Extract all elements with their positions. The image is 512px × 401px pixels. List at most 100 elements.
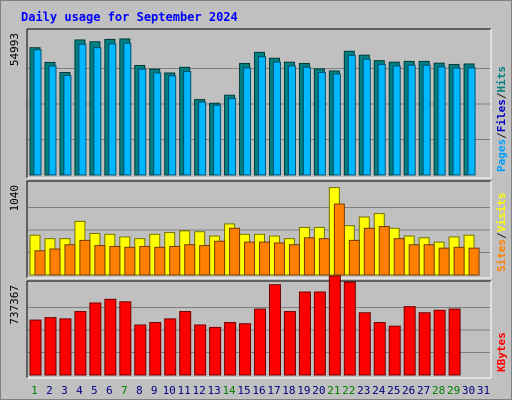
bar-pages-day-8 [138,68,147,176]
bar-sites-day-15 [244,241,256,276]
bar-pages-day-13 [213,104,222,176]
x-tick-label-day-9: 9 [151,384,158,397]
bar-pages-day-23 [362,58,371,176]
bar-sites-day-4 [79,239,91,276]
bar-sites-day-27 [423,244,435,276]
bar-sites-day-11 [184,244,196,276]
legend-entry: Pages [495,139,508,172]
bar-pages-day-3 [63,75,72,176]
bar-sites-day-6 [109,245,121,276]
x-tick-label-day-20: 20 [312,384,325,397]
legend-entry: Files [495,99,508,132]
x-tick-label-day-21: 21 [327,384,340,397]
bar-sites-day-5 [94,245,106,276]
bar-pages-day-4 [78,43,87,176]
bar-pages-day-24 [377,63,386,176]
bar-kbytes-day-1 [29,319,42,376]
legend-entry: Hits [495,66,508,93]
bar-kbytes-day-7 [119,301,132,376]
bar-kbytes-day-5 [89,302,102,376]
x-tick-label-day-2: 2 [46,384,53,397]
bar-sites-day-23 [363,227,375,276]
x-tick-label-day-17: 17 [267,384,280,397]
legend-entry: / [495,132,508,139]
bar-kbytes-day-21 [328,275,341,376]
chart-title: Daily usage for September 2024 [21,10,238,24]
bar-sites-day-18 [288,244,300,276]
bar-kbytes-day-10 [164,318,177,376]
legend-entry: KBytes [495,332,508,372]
bar-kbytes-day-11 [179,311,192,376]
bar-sites-day-28 [438,247,450,276]
x-tick-label-day-30: 30 [462,384,475,397]
bar-sites-day-10 [169,245,181,276]
bar-sites-day-20 [318,238,330,276]
bar-kbytes-day-27 [418,312,431,376]
bar-sites-day-7 [124,246,136,276]
bar-sites-day-30 [468,247,480,276]
bar-kbytes-day-9 [149,322,162,376]
legend-entry: Sites [495,239,508,272]
x-tick-label-day-26: 26 [402,384,415,397]
x-tick-label-day-15: 15 [237,384,250,397]
y-max-label: 54993 [8,33,21,66]
bar-pages-day-2 [48,65,57,176]
bar-pages-day-28 [437,66,446,176]
x-tick-label-day-6: 6 [106,384,113,397]
bar-sites-day-9 [154,246,166,276]
bar-pages-day-25 [392,65,401,176]
bar-sites-day-25 [393,238,405,276]
bar-kbytes-day-14 [224,322,237,376]
bar-sites-day-19 [303,237,315,276]
x-tick-label-day-12: 12 [193,384,206,397]
bar-sites-day-17 [273,242,285,276]
x-tick-label-day-16: 16 [252,384,265,397]
bar-pages-day-10 [168,75,177,176]
bar-kbytes-day-12 [194,324,207,376]
bar-sites-day-29 [453,246,465,276]
bar-pages-day-29 [452,67,461,176]
bar-sites-day-26 [408,244,420,276]
bar-kbytes-day-20 [313,291,326,376]
bar-kbytes-day-4 [74,311,87,376]
bar-pages-day-1 [33,49,42,176]
bar-pages-day-5 [93,47,102,176]
bar-pages-day-7 [123,42,132,176]
bar-sites-day-24 [378,226,390,276]
y-max-label: 737367 [8,285,21,325]
x-tick-label-day-1: 1 [31,384,38,397]
x-tick-label-day-23: 23 [357,384,370,397]
legend: Sites/Visits [495,193,508,273]
bar-kbytes-day-23 [358,312,371,376]
x-tick-label-day-8: 8 [136,384,143,397]
x-tick-label-day-4: 4 [76,384,83,397]
bar-pages-day-26 [407,64,416,176]
bar-sites-day-1 [34,250,46,276]
bar-pages-day-12 [198,101,207,176]
x-tick-label-day-31: 31 [477,384,490,397]
bar-sites-day-21 [333,203,345,276]
bar-kbytes-day-25 [388,325,401,376]
bar-pages-day-17 [272,61,281,176]
bar-pages-day-27 [422,64,431,176]
bar-pages-day-18 [287,65,296,176]
x-tick-label-day-18: 18 [282,384,295,397]
x-tick-label-day-24: 24 [372,384,386,397]
x-tick-label-day-19: 19 [297,384,310,397]
legend-entry: / [495,232,508,239]
bar-kbytes-day-8 [134,324,147,376]
bar-sites-day-3 [64,244,76,276]
x-tick-label-day-14: 14 [222,384,236,397]
x-tick-label-day-5: 5 [91,384,98,397]
x-tick-label-day-11: 11 [178,384,191,397]
bar-pages-day-14 [228,98,237,176]
x-tick-label-day-29: 29 [447,384,460,397]
legend-entry: Visits [495,193,508,233]
bar-kbytes-day-18 [283,311,296,376]
bar-kbytes-day-22 [343,281,356,376]
bar-kbytes-day-28 [433,309,446,376]
bar-sites-day-14 [229,227,241,276]
bar-pages-day-9 [153,72,162,176]
legend: KBytes [495,332,508,372]
bar-pages-day-15 [243,67,252,176]
